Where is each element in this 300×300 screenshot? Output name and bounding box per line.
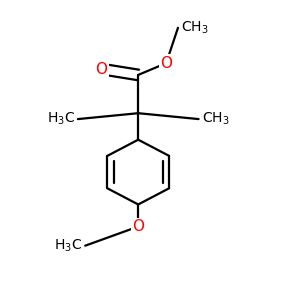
- Text: H$_3$C: H$_3$C: [47, 111, 75, 127]
- Text: CH$_3$: CH$_3$: [181, 20, 208, 36]
- Text: O: O: [95, 61, 107, 76]
- Text: H$_3$C: H$_3$C: [54, 238, 82, 254]
- Text: O: O: [160, 56, 172, 70]
- Text: O: O: [132, 219, 144, 234]
- Text: CH$_3$: CH$_3$: [202, 111, 229, 127]
